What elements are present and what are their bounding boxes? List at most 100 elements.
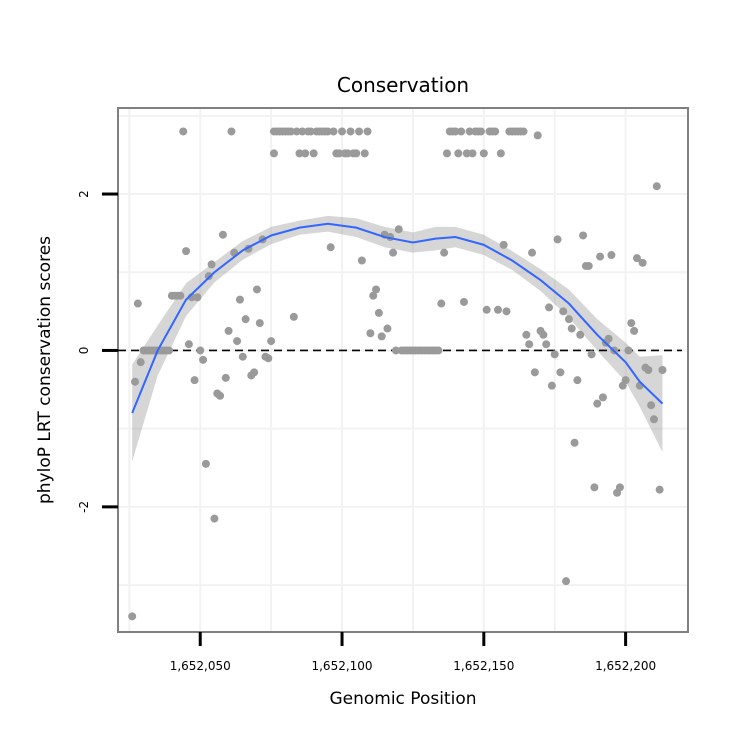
data-point xyxy=(196,346,205,355)
data-point xyxy=(128,612,137,621)
data-point xyxy=(210,514,219,523)
data-point xyxy=(584,261,593,270)
data-point xyxy=(530,368,539,377)
data-point xyxy=(221,373,230,382)
data-point xyxy=(335,149,344,158)
data-point xyxy=(465,127,474,136)
data-point xyxy=(593,399,602,408)
data-point xyxy=(533,131,542,140)
data-point xyxy=(133,299,142,308)
data-point xyxy=(621,376,630,385)
data-point xyxy=(179,127,188,136)
data-point xyxy=(647,401,656,410)
data-point xyxy=(434,346,443,355)
data-point xyxy=(579,231,588,240)
data-point xyxy=(482,305,491,314)
data-point xyxy=(627,319,636,328)
data-point xyxy=(542,340,551,349)
data-point xyxy=(289,312,298,321)
data-point xyxy=(357,256,366,265)
data-point xyxy=(607,251,616,260)
data-point xyxy=(655,485,664,494)
data-point xyxy=(598,393,607,402)
data-point xyxy=(528,248,537,257)
x-tick-label: 1,652,200 xyxy=(595,659,656,673)
data-point xyxy=(255,319,264,328)
data-point xyxy=(479,149,488,158)
data-point xyxy=(207,260,216,269)
data-point xyxy=(267,337,276,346)
data-point xyxy=(184,340,193,349)
data-point xyxy=(176,291,185,300)
data-point xyxy=(241,315,250,324)
data-point xyxy=(545,303,554,312)
data-point xyxy=(391,346,400,355)
data-point xyxy=(442,149,451,158)
data-point xyxy=(496,149,505,158)
data-point xyxy=(652,182,661,191)
data-point xyxy=(227,127,236,136)
data-point xyxy=(264,354,273,363)
data-point xyxy=(519,127,528,136)
data-point xyxy=(250,368,259,377)
data-point xyxy=(131,377,140,386)
data-point xyxy=(369,291,378,300)
data-point xyxy=(525,340,534,349)
data-point xyxy=(372,285,381,294)
data-point xyxy=(451,127,460,136)
data-point xyxy=(301,149,310,158)
x-tick-label: 1,652,100 xyxy=(311,659,372,673)
data-point xyxy=(218,230,227,239)
smooth-line-group xyxy=(131,222,664,414)
data-point xyxy=(193,293,202,302)
data-point xyxy=(238,352,247,361)
data-point xyxy=(233,337,242,346)
y-tick-label: -2 xyxy=(77,501,91,513)
x-tick-label: 1,652,050 xyxy=(170,659,231,673)
data-point xyxy=(224,326,233,335)
data-point xyxy=(658,366,667,374)
data-point xyxy=(576,330,585,339)
data-point xyxy=(204,272,213,281)
data-point xyxy=(338,127,347,136)
plot-panel xyxy=(117,107,689,633)
data-point xyxy=(596,252,605,261)
data-point xyxy=(562,577,571,586)
data-point xyxy=(269,149,278,158)
data-point xyxy=(377,332,386,341)
y-tick-label: 0 xyxy=(77,347,91,355)
data-point xyxy=(136,358,145,367)
data-point xyxy=(624,346,633,355)
data-point xyxy=(306,127,315,136)
confidence-band xyxy=(132,215,663,462)
data-point xyxy=(556,368,565,377)
data-point xyxy=(374,308,383,317)
data-point xyxy=(587,350,596,359)
data-point xyxy=(547,381,556,390)
chart-title: Conservation xyxy=(337,73,469,97)
data-point xyxy=(363,127,372,136)
data-point xyxy=(343,149,352,158)
data-point xyxy=(644,366,653,374)
axes: 1,652,050 1,652,100 1,652,150 1,652,200 -2 0 2 xyxy=(77,190,656,673)
data-point xyxy=(491,127,500,136)
data-point xyxy=(252,285,261,294)
data-point xyxy=(553,235,562,244)
data-point xyxy=(309,149,318,158)
data-point xyxy=(567,324,576,333)
data-point xyxy=(550,350,559,359)
data-point xyxy=(201,459,210,468)
data-point xyxy=(326,243,335,252)
data-point xyxy=(329,127,338,136)
data-point xyxy=(216,391,225,400)
data-point xyxy=(182,247,191,256)
data-point xyxy=(355,127,364,136)
data-point xyxy=(649,415,658,424)
data-point xyxy=(559,307,568,316)
data-points xyxy=(128,127,667,621)
data-point xyxy=(462,149,471,158)
data-point xyxy=(454,149,463,158)
data-point xyxy=(632,254,641,263)
data-point xyxy=(366,329,375,338)
